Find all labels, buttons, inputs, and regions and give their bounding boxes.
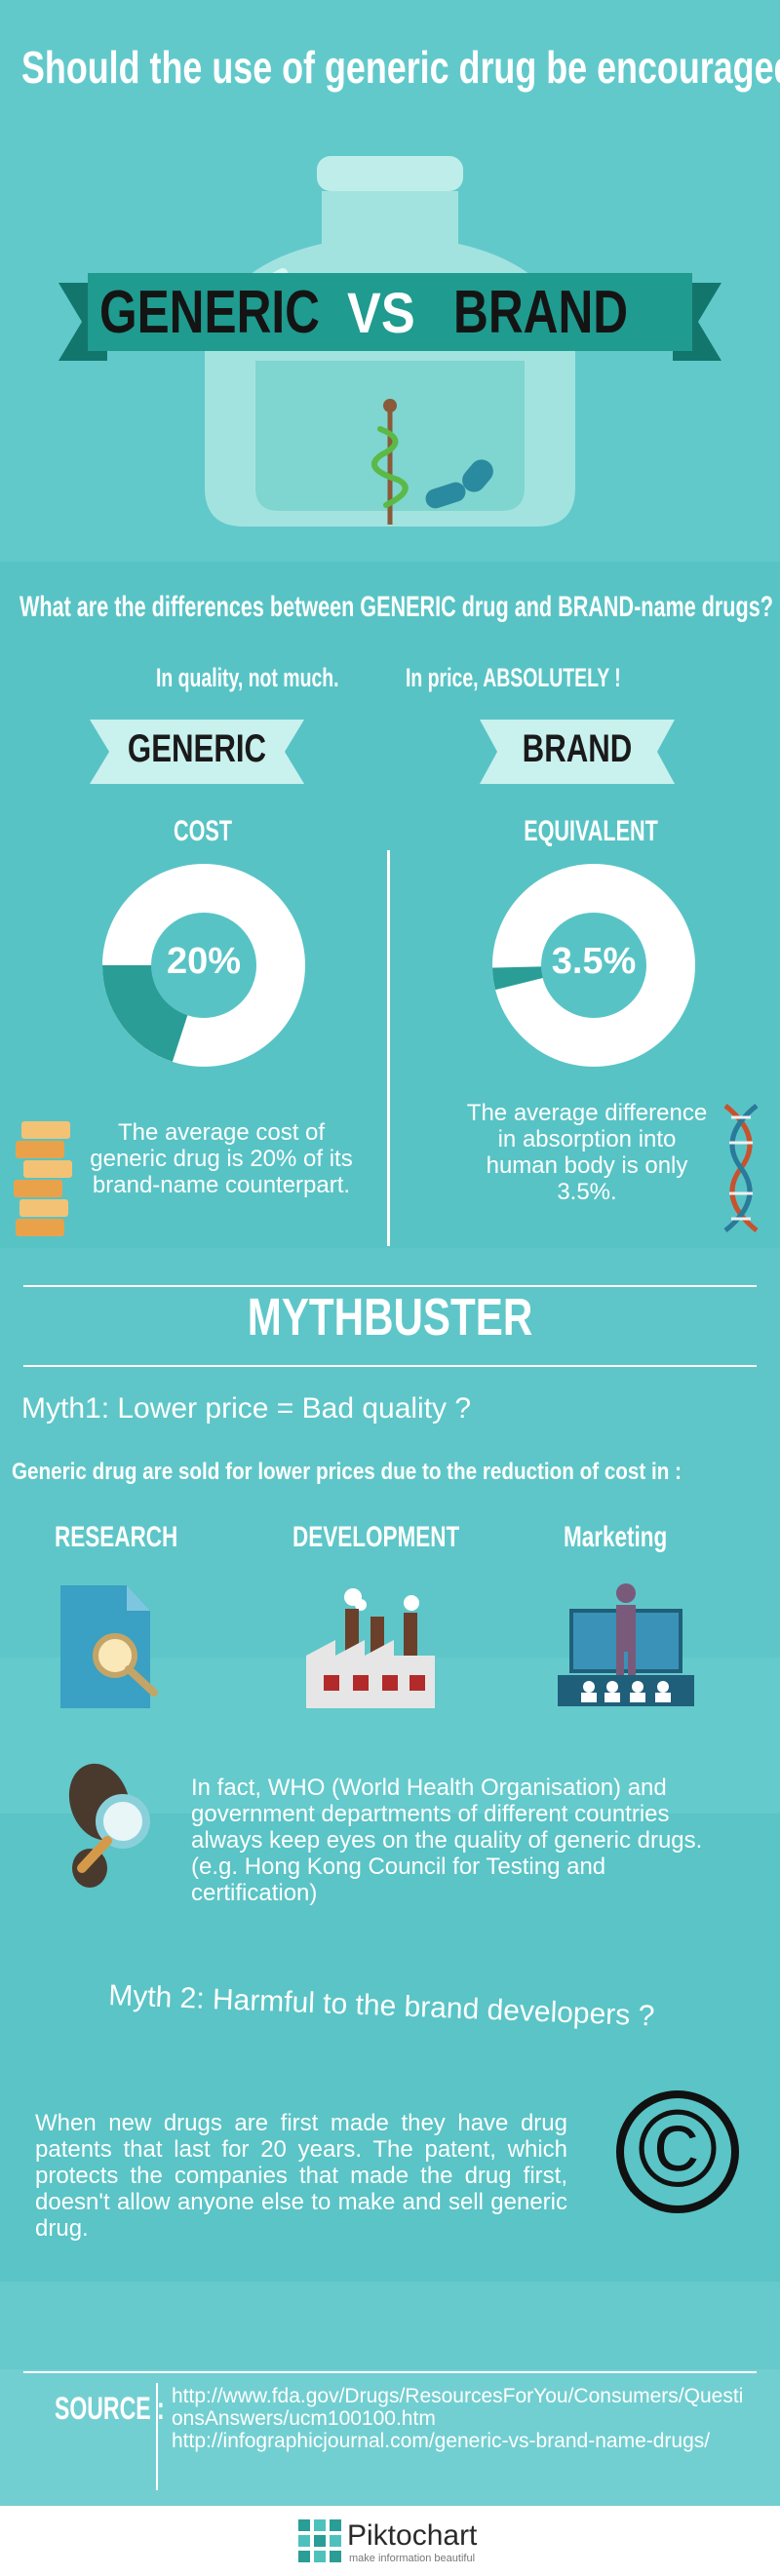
copyright-icon (616, 2090, 739, 2213)
generic-label-ribbon (90, 720, 304, 784)
generic-subhead: COST (173, 815, 233, 847)
inspection-icon (68, 1763, 150, 1888)
differences-question: What are the differences between GENERIC… (20, 591, 773, 623)
ribbon-banner (88, 273, 692, 351)
dna-icon (723, 1104, 759, 1232)
coins-icon (14, 1121, 72, 1236)
brand-absorption-text: The average difference in absorption int… (466, 1100, 708, 1205)
mythbuster-rule-bottom (23, 1365, 757, 1367)
banner-generic: GENERIC (99, 279, 320, 346)
footer-brand: Piktochart (347, 2519, 478, 2552)
copyright-symbol: © (637, 2088, 719, 2209)
price-note: In price, ABSOLUTELY ! (406, 663, 621, 692)
column-divider (387, 850, 390, 1246)
magnifier-icon (93, 1633, 137, 1678)
patent-text: When new drugs are first made they have … (35, 2110, 567, 2242)
footer (0, 2506, 780, 2576)
reduction-text: Generic drug are sold for lower prices d… (12, 1459, 682, 1485)
source-section (0, 2369, 780, 2506)
bottle-cap (317, 156, 463, 191)
pills-icon (425, 459, 493, 509)
brand-donut-chart (492, 864, 695, 1067)
category-research: RESEARCH (55, 1521, 178, 1553)
source-divider (156, 2383, 158, 2490)
quality-note: In quality, not much. (156, 663, 339, 692)
bottle-illustration (58, 156, 722, 527)
piktochart-logo-icon (298, 2519, 341, 2562)
generic-donut-chart (102, 864, 305, 1067)
mythbuster-title: MYTHBUSTER (247, 1288, 533, 1347)
brand-label-ribbon (480, 720, 675, 784)
source-label: SOURCE : (55, 2391, 165, 2426)
magnifier-glass-icon (96, 1794, 150, 1849)
myth1-heading: Myth1: Lower price = Bad quality ? (21, 1392, 472, 1425)
category-marketing: Marketing (564, 1521, 668, 1553)
factory-icon (306, 1588, 435, 1708)
banner-brand: BRAND (453, 279, 629, 346)
generic-label: GENERIC (127, 727, 267, 770)
generic-percent: 20% (166, 941, 242, 982)
source-link-1[interactable]: http://www.fda.gov/Drugs/ResourcesForYou… (172, 2385, 744, 2430)
caduceus-icon (371, 399, 409, 525)
generic-donut-hole (151, 913, 256, 1018)
brand-label: BRAND (522, 727, 633, 770)
source-rule-top (23, 2371, 757, 2373)
brand-percent: 3.5% (551, 941, 637, 982)
research-document-icon (60, 1585, 158, 1708)
brand-donut-hole (541, 913, 646, 1018)
banner-vs: VS (347, 282, 415, 345)
brand-subhead: EQUIVALENT (524, 815, 658, 847)
category-development: DEVELOPMENT (292, 1521, 460, 1553)
source-link-2[interactable]: http://infographicjournal.com/generic-vs… (172, 2430, 711, 2452)
page-title: Should the use of generic drug be encour… (21, 42, 780, 93)
generic-cost-text: The average cost of generic drug is 20% … (90, 1119, 353, 1198)
mythbuster-rule-top (23, 1285, 757, 1287)
who-text: In fact, WHO (World Health Organisation)… (191, 1775, 703, 1906)
footer-tagline: make information beautiful (349, 2553, 476, 2564)
presentation-icon (558, 1583, 694, 1706)
